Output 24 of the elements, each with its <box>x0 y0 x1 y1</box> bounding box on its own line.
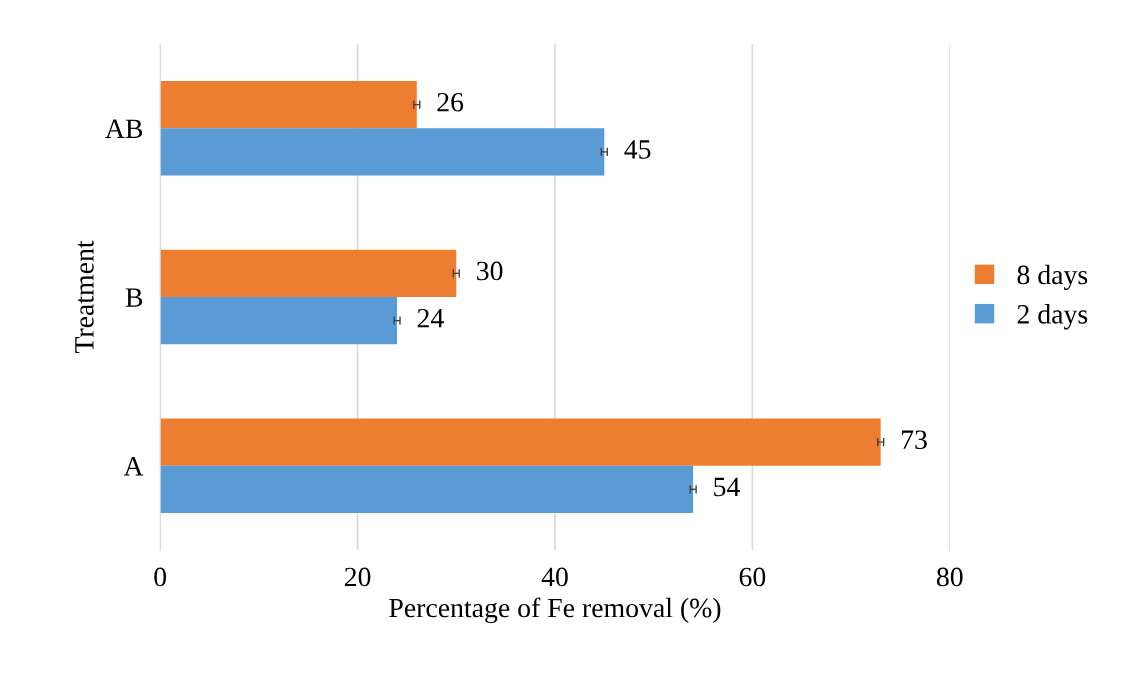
bar <box>160 465 694 513</box>
x-tick-label: 20 <box>344 567 371 587</box>
bar <box>160 297 398 345</box>
y-tick-label: A <box>123 457 144 476</box>
y-tick-label: B <box>125 288 143 307</box>
x-tick-label: 60 <box>739 567 766 587</box>
data-label: 54 <box>714 477 740 497</box>
data-label: 24 <box>417 308 444 328</box>
bar <box>160 81 417 129</box>
x-tick-label: 80 <box>936 567 963 587</box>
data-label: 30 <box>477 261 503 281</box>
legend-label: 8 days <box>1017 264 1088 291</box>
y-tick-label: AB <box>105 119 143 138</box>
data-label: 45 <box>624 140 651 159</box>
bar <box>160 249 457 297</box>
x-axis-title: Percentage of Fe removal (%) <box>389 597 721 624</box>
y-axis-title: Treatment <box>75 240 94 354</box>
bar <box>160 128 605 176</box>
data-label: 26 <box>437 92 464 112</box>
legend-label: 2 days <box>1017 304 1088 330</box>
x-tick-label: 40 <box>541 567 568 587</box>
bar <box>160 418 881 466</box>
data-label: 73 <box>901 430 927 450</box>
x-tick-label: 0 <box>154 567 167 587</box>
